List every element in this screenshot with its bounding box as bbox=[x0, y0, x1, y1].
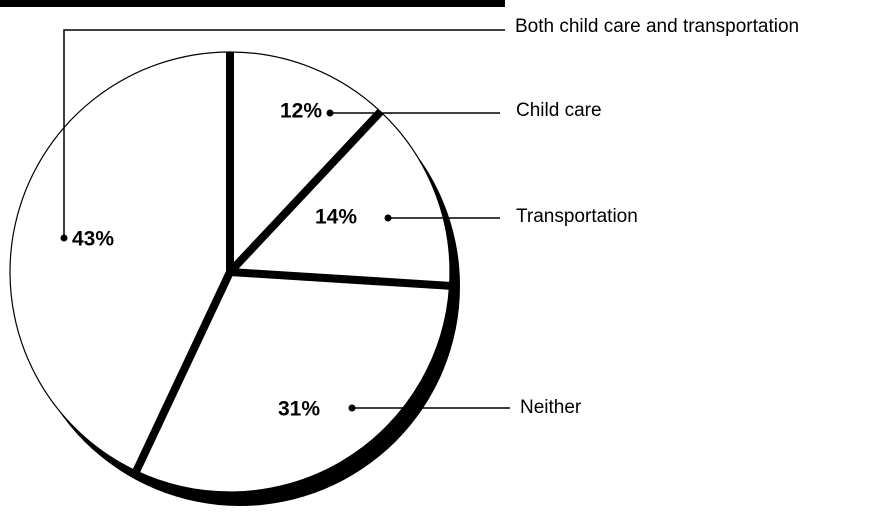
pie-slice bbox=[228, 110, 451, 287]
value-label: 14% bbox=[315, 206, 357, 229]
slice-divider bbox=[227, 108, 384, 275]
category-label: Transportation bbox=[516, 206, 638, 227]
pie-slice bbox=[229, 51, 382, 274]
category-label: Both child care and transportation bbox=[515, 16, 799, 37]
leader-dot bbox=[384, 214, 392, 222]
category-label: Neither bbox=[520, 397, 582, 418]
pie-slice bbox=[9, 51, 231, 472]
leader-dot bbox=[326, 109, 334, 117]
pie-slice bbox=[135, 271, 451, 493]
leader-line bbox=[63, 29, 505, 238]
value-label: 12% bbox=[280, 100, 322, 123]
value-label: 43% bbox=[72, 228, 114, 251]
slice-divider bbox=[132, 270, 234, 473]
value-label: 31% bbox=[278, 398, 320, 421]
leader-dot bbox=[60, 234, 68, 242]
top-bar bbox=[0, 0, 505, 7]
category-label: Child care bbox=[516, 100, 602, 121]
slice-divider bbox=[229, 268, 450, 290]
leader-dot bbox=[348, 404, 356, 412]
